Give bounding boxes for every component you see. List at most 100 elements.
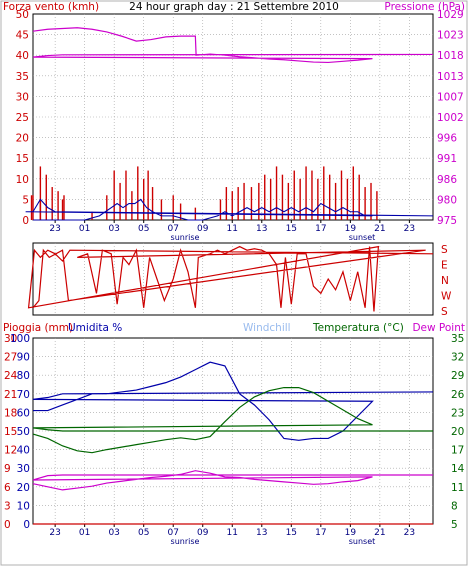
x-tick-label: 11 xyxy=(227,224,238,234)
direction-tick: S xyxy=(441,306,448,318)
y-left-tick: 50 xyxy=(16,9,29,21)
y-right-tick: 986 xyxy=(437,174,457,186)
y-left-tick: 20 xyxy=(16,133,29,145)
rain-tick: 24 xyxy=(4,370,18,382)
temperature-tick: 32 xyxy=(451,352,464,364)
x-tick-label: 21 xyxy=(374,528,385,538)
x-tick-label: 07 xyxy=(167,528,178,538)
rain-tick: 12 xyxy=(4,445,17,457)
legend-windchill: Windchill xyxy=(243,322,291,334)
y-axis-temperature: 5 8 11 14 17 20 23 26 29 32 35 xyxy=(451,333,465,531)
y-right-tick: 975 xyxy=(437,215,457,227)
humidity-tick: 70 xyxy=(17,389,30,401)
y-left-tick: 45 xyxy=(16,30,29,42)
direction-tick: S xyxy=(441,244,448,256)
y-right-tick: 1007 xyxy=(437,91,464,103)
sunrise-label: sunrise xyxy=(171,233,200,242)
humidity-tick: 40 xyxy=(17,445,30,457)
temperature-tick: 20 xyxy=(451,426,464,438)
y-left-tick: 25 xyxy=(16,112,29,124)
rain-tick: 30 xyxy=(4,333,17,345)
chart-title: 24 hour graph day : 21 Settembre 2010 xyxy=(129,1,339,13)
direction-tick: E xyxy=(441,260,448,272)
humidity-tick: 30 xyxy=(17,463,30,475)
direction-tick: N xyxy=(441,275,449,287)
x-tick-label: 09 xyxy=(197,528,209,538)
y-left-tick: 15 xyxy=(16,153,29,165)
sunrise-label: sunrise xyxy=(171,537,200,546)
humidity-tick: 80 xyxy=(17,370,30,382)
x-tick-label: 21 xyxy=(374,224,385,234)
series-humidity xyxy=(32,361,434,441)
series-temperature xyxy=(32,387,433,454)
y-axis-left: 0 5 10 15 20 25 30 35 40 45 50 xyxy=(16,9,29,227)
temperature-tick: 14 xyxy=(451,463,465,475)
x-tick-label: 01 xyxy=(79,224,90,234)
x-tick-label: 11 xyxy=(227,528,238,538)
y-right-tick: 1018 xyxy=(437,50,464,62)
temperature-tick: 17 xyxy=(451,445,464,457)
rain-tick: 0 xyxy=(4,519,11,531)
y-right-tick: 1013 xyxy=(437,71,464,83)
x-tick-label: 23 xyxy=(404,528,415,538)
temperature-tick: 35 xyxy=(451,333,464,345)
temperature-tick: 5 xyxy=(451,519,458,531)
y-axis-right: 975 980 986 991 996 1002 1007 1013 1018 1023 1029 xyxy=(437,9,464,227)
legend-temperature: Temperatura (°C) xyxy=(312,322,404,334)
temperature-tick: 8 xyxy=(451,500,458,512)
legend-rain: Pioggia (mm) xyxy=(3,322,73,334)
humidity-tick: 0 xyxy=(23,519,30,531)
y-left-tick: 40 xyxy=(16,50,29,62)
y-right-tick: 980 xyxy=(437,194,457,206)
rain-tick: 18 xyxy=(4,407,17,419)
x-tick-label: 01 xyxy=(79,528,90,538)
x-tick-label: 13 xyxy=(256,224,267,234)
x-tick-label: 05 xyxy=(138,224,149,234)
x-tick-label: 23 xyxy=(404,224,415,234)
y-right-tick: 1029 xyxy=(437,9,464,21)
rain-tick: 21 xyxy=(4,389,17,401)
gridlines xyxy=(54,243,410,315)
series-direction xyxy=(27,245,434,312)
series-dewpoint xyxy=(32,470,433,491)
humidity-tick: 60 xyxy=(17,407,30,419)
temperature-tick: 26 xyxy=(451,389,465,401)
series xyxy=(32,361,434,525)
y-left-tick: 30 xyxy=(16,91,29,103)
series xyxy=(27,245,434,312)
y-right-label: Pressione (hPa) xyxy=(384,1,465,13)
series-gust xyxy=(25,198,434,221)
legend-humidity: Umidita % xyxy=(68,322,122,334)
y-right-tick: 996 xyxy=(437,133,457,145)
humidity-tick: 90 xyxy=(17,352,30,364)
temperature-tick: 29 xyxy=(451,370,464,382)
series xyxy=(25,27,434,221)
sunset-label: sunset xyxy=(349,537,376,546)
series-pressure xyxy=(32,27,434,64)
temperature-tick: 11 xyxy=(451,482,464,494)
x-tick-label: 23 xyxy=(49,528,60,538)
y-left-tick: 0 xyxy=(22,215,29,227)
sunset-label: sunset xyxy=(349,233,376,242)
y-axis-rain: 0 3 6 9 12 15 18 21 24 27 30 xyxy=(4,333,18,531)
y-right-tick: 991 xyxy=(437,153,457,165)
x-axis: 23 01 03 05 07 09 11 13 15 17 19 21 23 xyxy=(49,220,415,234)
humidity-tick: 100 xyxy=(10,333,30,345)
x-tick-label: 03 xyxy=(108,528,119,538)
x-axis: 23 01 03 05 07 09 11 13 15 17 19 21 23 xyxy=(49,524,415,538)
y-left-label: Forza vento (kmh) xyxy=(3,1,99,13)
rain-tick: 6 xyxy=(4,482,11,494)
rain-tick: 15 xyxy=(4,426,17,438)
humidity-tick: 20 xyxy=(17,482,30,494)
direction-tick: W xyxy=(441,291,452,303)
humidity-tick: 50 xyxy=(17,426,30,438)
humidity-tick: 10 xyxy=(17,500,30,512)
y-axis-humidity: 0 10 20 30 40 50 60 70 80 90 100 xyxy=(10,333,30,531)
x-tick-label: 07 xyxy=(167,224,178,234)
x-tick-label: 17 xyxy=(315,224,326,234)
legend-dewpoint: Dew Point xyxy=(412,322,465,334)
